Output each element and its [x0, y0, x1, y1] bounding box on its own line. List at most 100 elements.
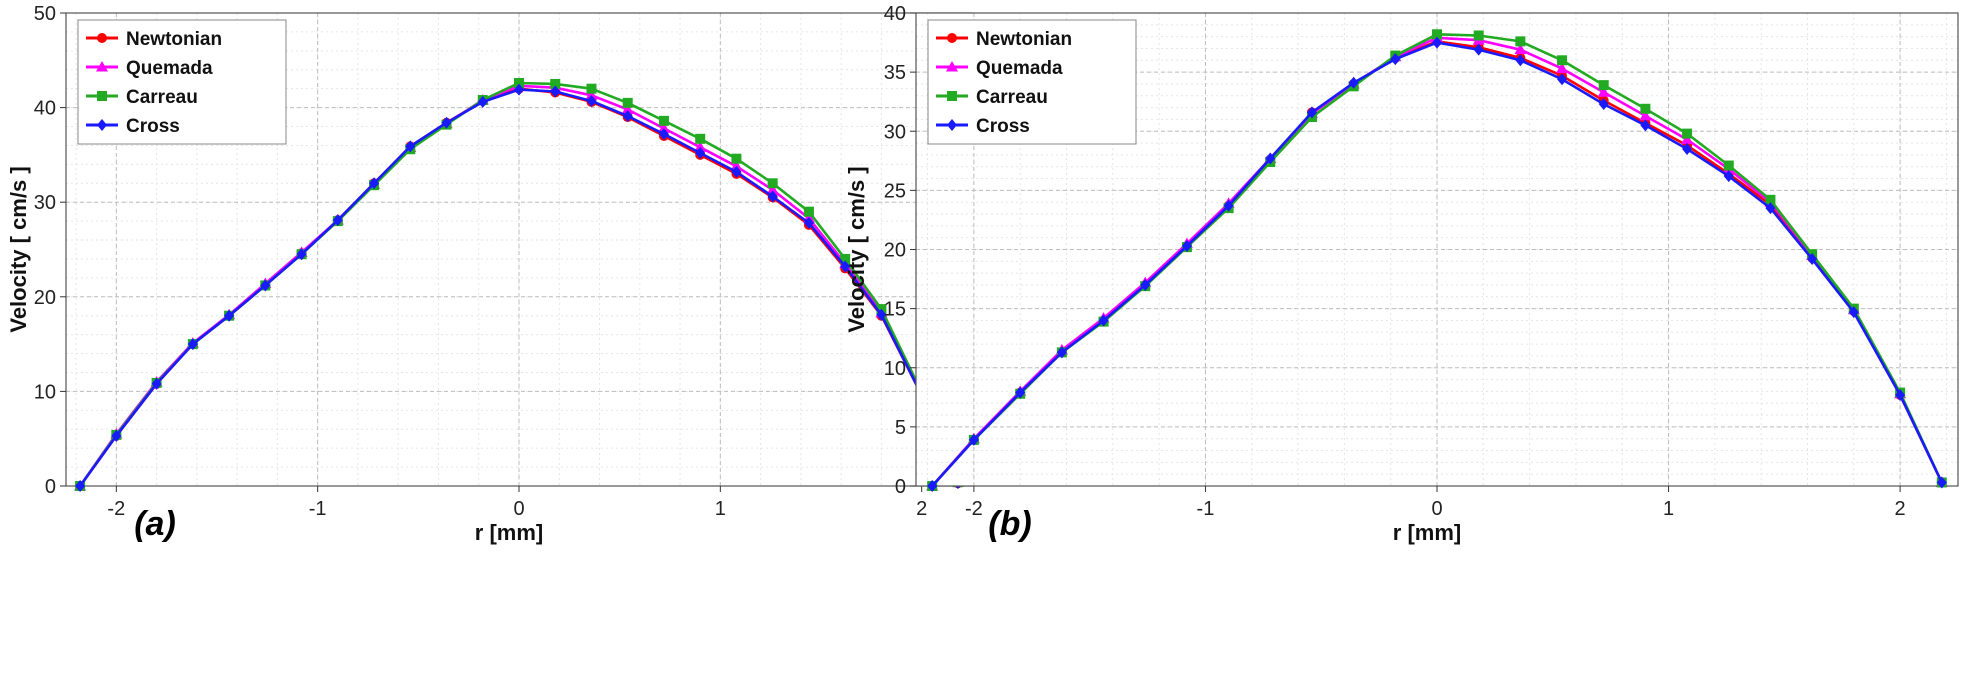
- legend-marker: [97, 119, 107, 131]
- data-point-cross: [1390, 53, 1401, 66]
- legend-item-carreau: Carreau: [936, 87, 1048, 108]
- legend-label: Carreau: [126, 87, 198, 108]
- data-point-cross: [1765, 202, 1776, 215]
- x-tick-label: -2: [107, 498, 125, 520]
- data-point-quemada: [1681, 133, 1694, 145]
- legend-marker: [947, 33, 957, 43]
- data-point-cross: [1473, 43, 1484, 56]
- data-point-cross: [767, 190, 778, 203]
- y-tick-label: 10: [884, 358, 906, 380]
- data-point-carreau: [840, 253, 851, 264]
- data-point-carreau: [1515, 36, 1526, 47]
- data-point-cross: [1682, 142, 1693, 155]
- legend-label: Cross: [126, 116, 180, 137]
- legend-item-cross: Cross: [86, 116, 180, 137]
- data-point-carreau: [1723, 160, 1734, 171]
- data-point-cross: [224, 309, 235, 322]
- legend-marker: [97, 91, 107, 101]
- data-point-cross: [151, 377, 162, 390]
- data-point-cross: [586, 94, 597, 107]
- data-point-quemada: [1514, 43, 1527, 55]
- panel-label: (b): [988, 505, 1031, 543]
- legend-label: Cross: [976, 116, 1030, 137]
- data-point-cross: [622, 110, 633, 123]
- data-point-cross: [441, 116, 452, 129]
- legend: Newtonian Quemada Carreau Cross: [927, 19, 1137, 145]
- data-point-cross: [1098, 314, 1109, 327]
- y-tick-label: 30: [34, 192, 56, 214]
- y-axis-title: Velocity [ cm/s ]: [6, 166, 31, 332]
- data-point-quemada: [766, 183, 779, 195]
- x-tick-label: 2: [1895, 498, 1906, 520]
- legend-item-newtonian: Newtonian: [86, 29, 222, 50]
- data-point-carreau: [767, 178, 778, 189]
- y-tick-label: 15: [884, 299, 906, 321]
- series-cross: [927, 36, 1947, 492]
- data-point-quemada: [694, 141, 707, 152]
- y-tick-label: 50: [34, 3, 56, 25]
- data-point-cross: [927, 480, 938, 492]
- data-point-cross: [1848, 306, 1859, 319]
- legend-item-quemada: Quemada: [86, 58, 213, 79]
- legend-marker: [946, 61, 958, 72]
- y-tick-label: 35: [884, 62, 906, 84]
- legend-marker: [947, 91, 957, 101]
- legend-item-newtonian: Newtonian: [936, 29, 1072, 50]
- data-point-cross: [369, 177, 380, 190]
- legend: Newtonian Quemada Carreau Cross: [77, 19, 287, 145]
- data-point-cross: [1432, 36, 1442, 49]
- x-axis-title: r [mm]: [1393, 520, 1461, 545]
- data-point-cross: [1895, 388, 1906, 401]
- legend-label: Carreau: [976, 87, 1048, 108]
- data-point-cross: [405, 140, 416, 153]
- y-axis-title: Velocity [ cm/s ]: [844, 166, 869, 332]
- y-tick-label: 25: [884, 180, 906, 202]
- panel-label: (a): [134, 505, 176, 543]
- data-point-carreau: [1557, 55, 1568, 66]
- data-point-cross: [1515, 54, 1526, 67]
- data-point-cross: [876, 308, 887, 321]
- data-point-carreau: [514, 78, 524, 89]
- data-point-quemada: [621, 103, 634, 114]
- y-tick-label: 20: [34, 287, 56, 309]
- data-point-cross: [260, 279, 271, 292]
- y-tick-label: 30: [884, 121, 906, 143]
- data-point-cross: [1306, 106, 1317, 119]
- data-point-cross: [840, 260, 851, 273]
- data-point-cross: [803, 217, 814, 230]
- y-tick-label: 40: [884, 3, 906, 25]
- data-point-quemada: [585, 89, 598, 100]
- x-tick-label: 0: [1431, 498, 1442, 520]
- data-point-cross: [1140, 278, 1151, 291]
- y-tick-label: 20: [884, 240, 906, 262]
- data-point-quemada: [1597, 86, 1610, 97]
- data-point-cross: [658, 128, 669, 141]
- data-point-cross: [1723, 170, 1734, 183]
- legend-marker: [96, 61, 108, 72]
- data-point-cross: [111, 429, 122, 442]
- y-tick-label: 40: [34, 98, 56, 120]
- legend-item-carreau: Carreau: [86, 87, 198, 108]
- data-point-quemada: [1556, 62, 1569, 74]
- x-tick-label: -2: [965, 498, 983, 520]
- x-tick-label: -1: [1197, 498, 1215, 520]
- data-point-carreau: [1598, 80, 1609, 91]
- data-point-quemada: [657, 122, 670, 133]
- data-point-carreau: [1432, 29, 1442, 40]
- x-tick-label: 2: [916, 498, 927, 520]
- data-point-carreau: [586, 83, 597, 94]
- data-point-carreau: [1682, 128, 1693, 139]
- x-tick-label: -1: [309, 498, 327, 520]
- data-point-cross: [1265, 152, 1276, 165]
- data-point-cross: [296, 248, 307, 261]
- data-point-cross: [477, 95, 488, 108]
- legend-label: Quemada: [126, 58, 213, 79]
- data-point-quemada: [1639, 109, 1652, 121]
- legend-item-quemada: Quemada: [936, 58, 1063, 79]
- x-tick-label: 1: [715, 498, 726, 520]
- legend-item-cross: Cross: [936, 116, 1030, 137]
- y-tick-label: 5: [895, 417, 906, 439]
- data-point-carreau: [622, 97, 633, 108]
